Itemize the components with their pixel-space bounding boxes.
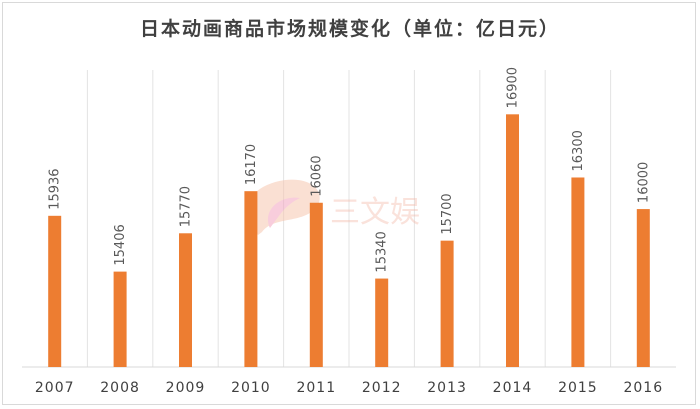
x-tick-labels: 2007 2008 2009 2010 2011 2012 2013 2014 2015 2016 bbox=[35, 380, 663, 396]
bar-2014 bbox=[506, 114, 519, 367]
data-label-2014: 16900 bbox=[506, 67, 521, 108]
data-label-2007: 15936 bbox=[48, 168, 63, 209]
bar-2007 bbox=[48, 215, 62, 367]
data-label-2015: 16300 bbox=[571, 130, 586, 171]
bar-2011 bbox=[309, 202, 323, 367]
data-label-2016: 16000 bbox=[636, 162, 651, 203]
chart-title: 日本动画商品市场规模变化（单位：亿日元） bbox=[139, 18, 560, 40]
x-tick-2014: 2014 bbox=[493, 380, 533, 396]
data-label-2009: 15770 bbox=[179, 186, 194, 227]
x-tick-2012: 2012 bbox=[362, 380, 402, 396]
data-label-2011: 16060 bbox=[309, 155, 324, 196]
x-tick-2009: 2009 bbox=[166, 380, 206, 396]
data-label-2013: 15700 bbox=[440, 193, 455, 234]
watermark-swirl-inner bbox=[268, 197, 300, 228]
bar-2016 bbox=[636, 209, 650, 367]
bar-2015 bbox=[571, 177, 585, 367]
x-tick-2015: 2015 bbox=[558, 380, 598, 396]
bar-2012 bbox=[375, 278, 389, 367]
bars bbox=[48, 114, 650, 367]
watermark-text: 三文娱 bbox=[330, 195, 420, 230]
data-labels: 15936 15406 15770 16170 16060 15340 15700 16900… bbox=[48, 67, 652, 273]
data-label-2008: 15406 bbox=[113, 224, 128, 265]
bar-2008 bbox=[113, 271, 127, 367]
data-label-2010: 16170 bbox=[244, 144, 259, 185]
x-tick-2016: 2016 bbox=[623, 380, 663, 396]
category-separators bbox=[86, 70, 612, 367]
x-tick-2008: 2008 bbox=[100, 380, 140, 396]
data-label-2012: 15340 bbox=[375, 231, 390, 272]
bar-2010 bbox=[244, 191, 258, 367]
watermark-logo: 三文娱 bbox=[246, 179, 420, 235]
x-tick-2011: 2011 bbox=[296, 380, 336, 396]
bar-2009 bbox=[179, 233, 192, 367]
x-tick-2013: 2013 bbox=[427, 380, 467, 396]
x-tick-2007: 2007 bbox=[35, 380, 75, 396]
bar-2013 bbox=[440, 240, 454, 367]
x-tick-2010: 2010 bbox=[231, 380, 271, 396]
